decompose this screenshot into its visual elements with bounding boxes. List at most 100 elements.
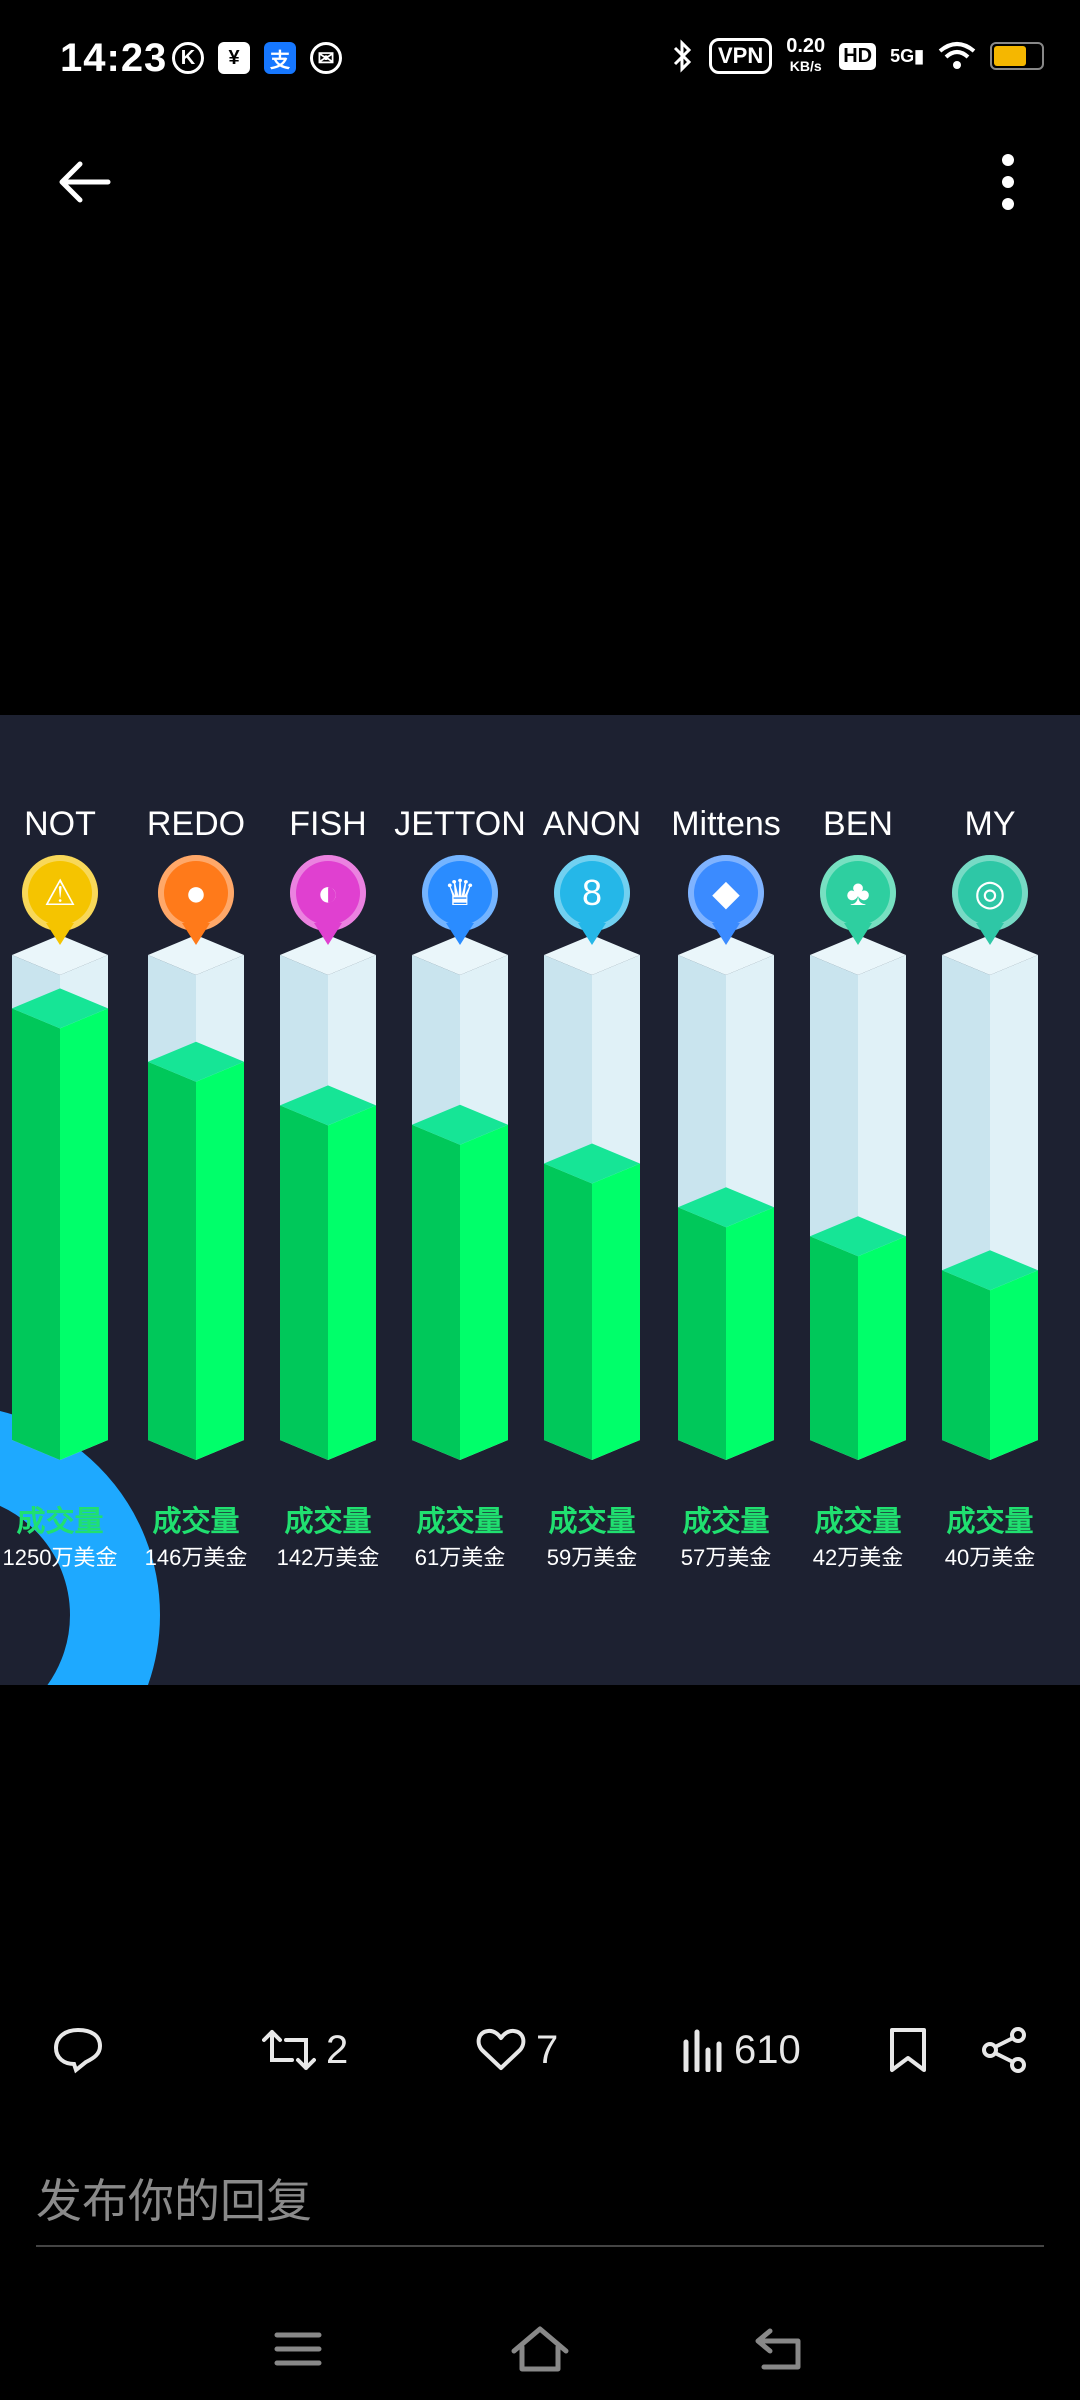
bar [942,935,1038,1460]
tweet-actions: 2 7 610 [0,2000,1080,2100]
volume-label: 成交量 [152,1506,240,1538]
comment-icon [53,2027,103,2074]
alipay-icon: 支 [264,42,296,74]
repost-icon [262,2030,316,2070]
bar-right-face [592,1163,640,1460]
bar-top-face [148,1041,244,1082]
token-logo-icon: ◆ [688,855,764,931]
vpn-badge: VPN [709,38,773,74]
bar-right-face [460,1124,508,1460]
reply-input[interactable]: 发布你的回复 [36,2150,1044,2247]
bar-top-face [942,1250,1038,1291]
like-button[interactable]: 7 [476,2000,558,2100]
volume-label: 成交量 [548,1506,636,1538]
chart-image[interactable]: NOT ⚠ 成交量 1250万美金 REDO ● 成交量 146万美金 FISH ◐ 成交量 142万… [0,715,1080,1685]
bookmark-button[interactable] [888,2000,928,2100]
bar [12,935,108,1460]
bar-right-face [726,1207,774,1460]
battery-icon [990,42,1044,70]
share-icon [982,2027,1026,2073]
repost-button[interactable]: 2 [262,2000,348,2100]
volume-value: 1250万美金 [2,1545,118,1570]
menu-icon [274,2332,322,2366]
views-chart-icon [683,2029,722,2072]
wifi-icon [938,42,976,69]
more-options-button[interactable] [976,150,1040,214]
bar-right-face [858,1236,906,1460]
repost-count: 2 [326,2027,349,2072]
bar [280,935,376,1460]
volume-label: 成交量 [682,1506,770,1538]
reply-button[interactable] [52,2000,114,2100]
token-logo-icon: ♛ [422,855,498,931]
bluetooth-icon [673,39,692,73]
pin-tip [844,923,872,945]
home-nav-button[interactable] [500,2314,580,2384]
like-count: 7 [536,2027,559,2072]
network-speed: 0.20 KB/s [786,36,825,76]
category-label: ANON [542,805,642,843]
bar [412,935,508,1460]
back-nav-button[interactable] [740,2314,820,2384]
volume-label: 成交量 [284,1506,372,1538]
bar [678,935,774,1460]
system-nav-bar [0,2300,1080,2400]
volume-value: 146万美金 [144,1545,248,1570]
bar-top-face [12,988,108,1029]
cell-signal-icon: 5G▮ [890,45,924,66]
bar-right-face [990,1270,1038,1460]
volume-label: 成交量 [814,1506,902,1538]
category-label: MY [964,805,1016,843]
token-logo-icon: ● [158,855,234,931]
pin-tip [314,923,342,945]
category-label: REDO [146,805,246,843]
token-logo-icon: 8 [554,855,630,931]
wechat-icon: ✉ [310,42,342,74]
notification-icons: K ¥ 支 ✉ [172,42,342,74]
bar [544,935,640,1460]
bar-left-face [544,1163,592,1460]
wallet-app-icon: ¥ [218,42,250,74]
bar-left-face [412,1124,460,1460]
bar-top-face [280,1085,376,1126]
bar-left-face [810,1236,858,1460]
volume-value: 61万美金 [414,1545,506,1570]
bar [148,935,244,1460]
bar-right-face [60,1008,108,1460]
volume-label: 成交量 [946,1506,1034,1538]
bar-left-face [148,1061,196,1460]
volume-label: 成交量 [16,1506,104,1538]
back-button[interactable] [52,150,116,214]
network-speed-value: 0.20 [786,35,826,57]
status-time: 14:23 [60,36,168,80]
volume-value: 42万美金 [812,1545,904,1570]
token-logo-icon: ⚠ [22,855,98,931]
category-label: Mittens [671,805,781,843]
network-speed-unit: KB/s [789,58,822,74]
bar [810,935,906,1460]
heart-icon [476,2028,526,2070]
arrow-left-icon [59,161,111,203]
bar-left-face [942,1270,990,1460]
category-label: BEN [823,805,893,843]
volume-value: 142万美金 [276,1545,380,1570]
pin-tip [46,923,74,945]
share-button[interactable] [980,2000,1028,2100]
token-logo-icon: ◎ [952,855,1028,931]
token-logo-icon: ◐ [290,855,366,931]
bar-chart [12,935,1038,1460]
bookmark-icon [890,2028,926,2072]
views-button[interactable]: 610 [680,2000,801,2100]
pin-tip [578,923,606,945]
pin-tip [712,923,740,945]
category-label: JETTON [394,805,526,843]
menu-nav-button[interactable] [258,2314,338,2384]
bar-top-face [412,1104,508,1145]
bar-right-face [196,1061,244,1460]
home-icon [511,2326,569,2372]
volume-value: 59万美金 [546,1545,638,1570]
bar-left-face [678,1207,726,1460]
pin-tip [976,923,1004,945]
bar-top-face [544,1143,640,1184]
pin-tip [182,923,210,945]
